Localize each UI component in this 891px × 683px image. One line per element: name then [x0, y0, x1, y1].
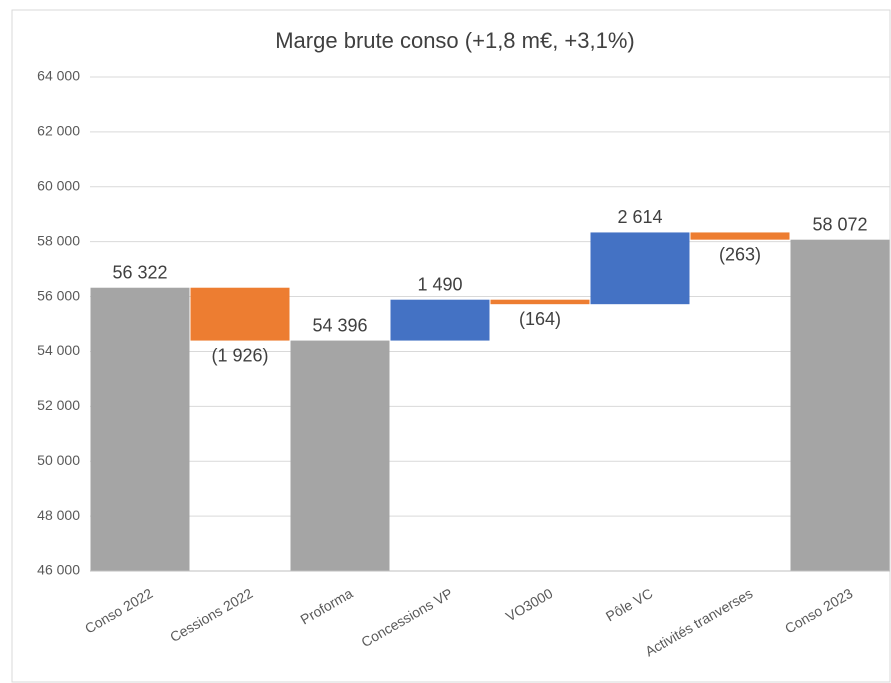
value-label: 56 322: [112, 262, 167, 282]
bar: [90, 287, 190, 571]
bar: [290, 340, 390, 571]
y-tick-label: 48 000: [37, 507, 80, 523]
y-tick-label: 62 000: [37, 123, 80, 139]
y-tick-label: 54 000: [37, 342, 80, 358]
value-label: 1 490: [417, 274, 462, 294]
y-tick-label: 60 000: [37, 177, 80, 193]
bar: [590, 232, 690, 305]
value-label: (1 926): [211, 345, 268, 365]
y-tick-label: 58 000: [37, 232, 80, 248]
y-tick-label: 52 000: [37, 397, 80, 413]
value-label: (263): [719, 244, 761, 264]
value-label: (164): [519, 309, 561, 329]
y-tick-label: 46 000: [37, 562, 80, 578]
bar: [190, 287, 290, 341]
y-tick-label: 56 000: [37, 287, 80, 303]
value-label: 2 614: [617, 207, 662, 227]
value-label: 54 396: [312, 315, 367, 335]
value-label: 58 072: [812, 214, 867, 234]
bar: [390, 299, 490, 341]
chart-title: Marge brute conso (+1,8 m€, +3,1%): [275, 28, 635, 53]
y-tick-label: 50 000: [37, 452, 80, 468]
bar: [690, 232, 790, 240]
bar: [490, 299, 590, 305]
bar: [790, 239, 890, 571]
y-tick-label: 64 000: [37, 68, 80, 84]
